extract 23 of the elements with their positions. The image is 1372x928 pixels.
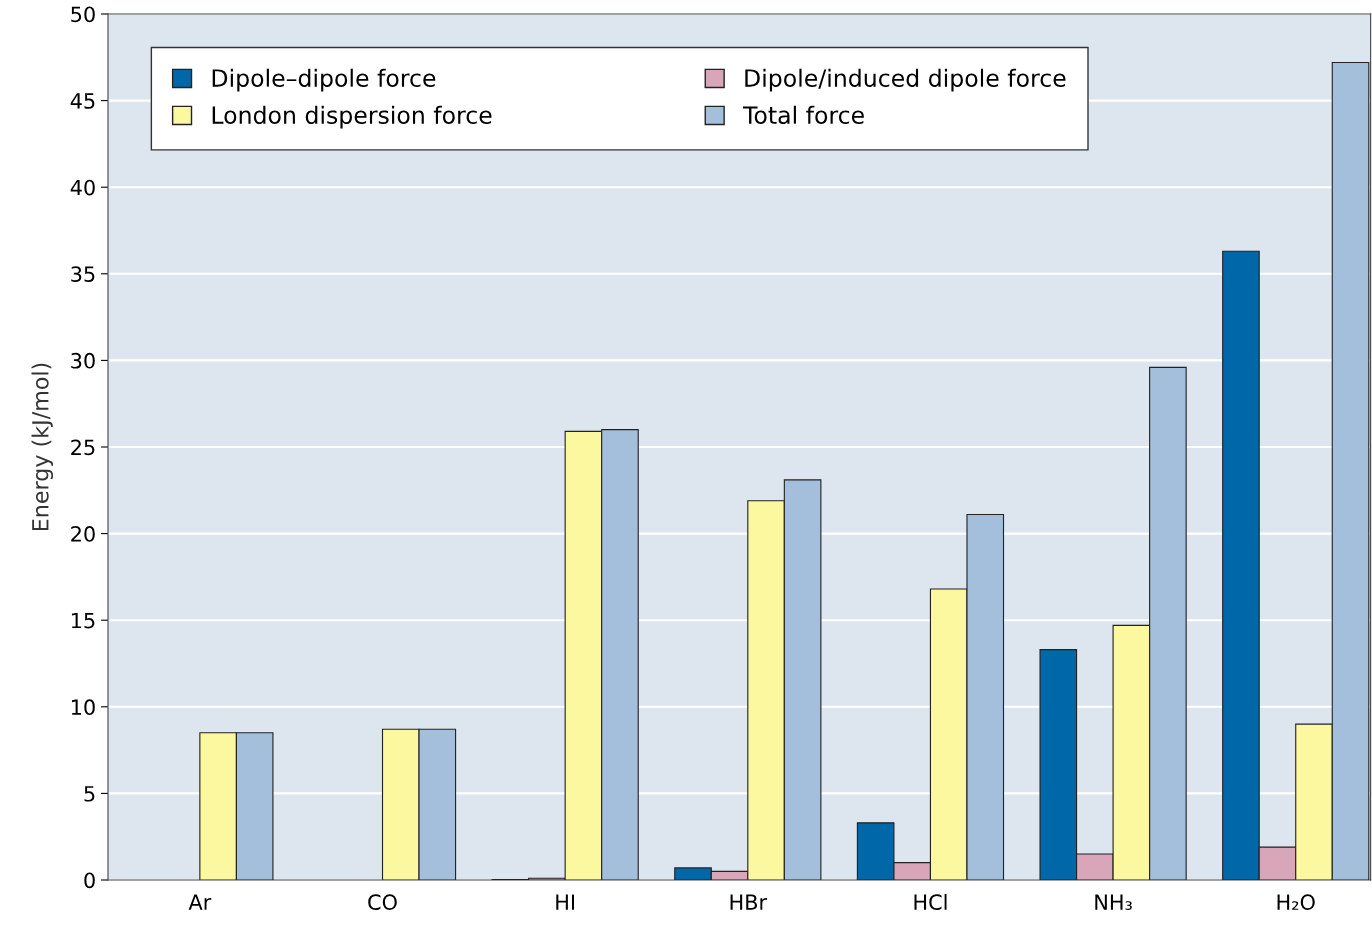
- x-tick-label: CO: [368, 894, 397, 911]
- y-tick-label: 0: [84, 872, 95, 889]
- y-tick-label: 50: [71, 6, 95, 23]
- x-tick-label: HBr: [730, 894, 768, 910]
- x-tick-label: Ar: [188, 894, 212, 910]
- x-tick-label: HI: [556, 894, 575, 910]
- y-tick-label: 5: [84, 786, 95, 802]
- y-tick-label: 35: [71, 266, 95, 283]
- x-tick-label: NH₃: [1095, 894, 1132, 910]
- legend-label: Dipole–dipole force: [212, 68, 436, 92]
- y-tick-label: 15: [71, 612, 95, 629]
- legend-label: London dispersion force: [212, 105, 492, 129]
- y-tick-label: 40: [70, 179, 95, 196]
- y-axis-title: Energy (kJ/mol): [31, 363, 54, 531]
- legend-label: Dipole/induced dipole force: [745, 68, 1066, 92]
- x-tick-label: HCl: [914, 893, 947, 911]
- y-tick-label: 10: [71, 699, 95, 716]
- y-tick-label: 45: [70, 93, 95, 109]
- y-tick-label: 25: [71, 439, 95, 456]
- x-tick-label: H₂O: [1277, 894, 1315, 911]
- y-tick-label: 30: [71, 352, 95, 369]
- y-tick-label: 20: [71, 526, 95, 542]
- legend-label: Total force: [742, 105, 864, 124]
